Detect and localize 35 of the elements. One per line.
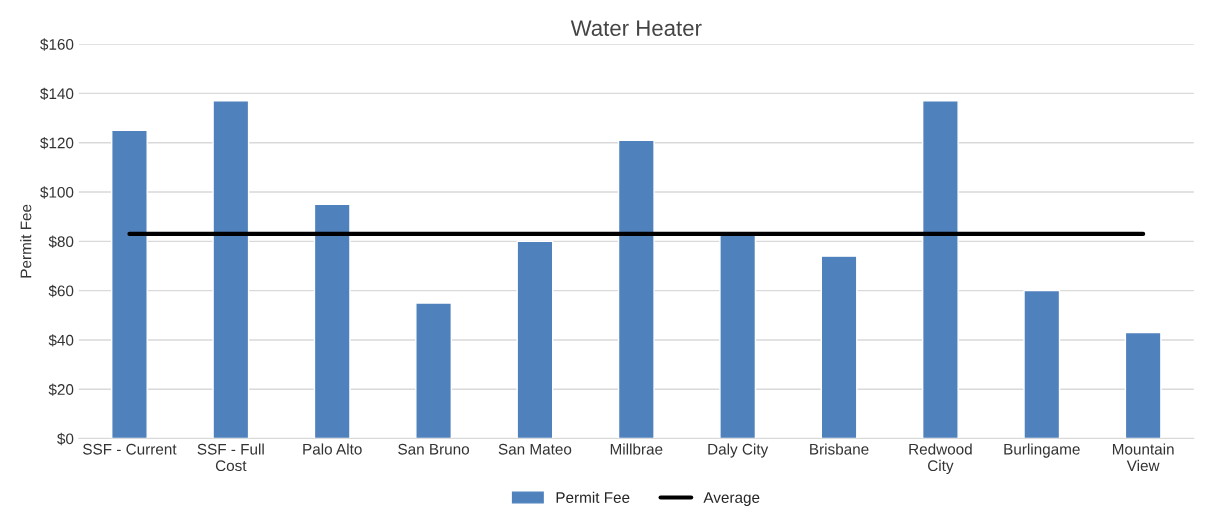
y-tick-label: $140 [40,87,74,101]
x-tick-label: Burlingame [1004,443,1080,458]
bar [415,302,452,439]
y-tick-label: $0 [57,432,74,446]
x-tick-label: Brisbane [810,443,869,455]
y-tick-label: $80 [48,235,74,248]
x-tick-label: SSF - Full Cost [197,443,264,472]
y-tick-label: $100 [40,186,74,199]
bar [111,129,148,439]
y-tick-label: $60 [48,284,74,298]
x-tick-label: Daly City [708,443,769,458]
x-tick-label: Palo Alto [303,443,362,455]
bar [617,139,655,439]
legend-label: Permit Fee [556,491,630,503]
bar [1023,289,1061,439]
chart-title: Water Heater [570,20,702,36]
x-tick-label: Millbrae [610,443,663,455]
x-tick-label: SSF - Current [83,443,177,455]
y-tick-label: $20 [48,383,74,396]
x-tick-label: San Mateo [498,443,572,455]
x-tick-label: San Bruno [398,443,470,455]
bar [921,100,959,439]
y-tick-label: $160 [40,38,74,51]
bar [820,255,858,439]
bar [212,100,250,439]
legend-label: Average [703,492,760,506]
x-tick-label: Redwood City [909,443,972,475]
y-tick-label: $120 [40,136,74,150]
bar [516,240,554,439]
x-tick-label: Mountain View [1112,443,1174,472]
bar [1124,331,1162,439]
y-tick-label: $40 [48,334,74,347]
bar [719,233,757,439]
y-axis-title: Permit Fee [20,204,32,278]
bar [313,203,351,439]
